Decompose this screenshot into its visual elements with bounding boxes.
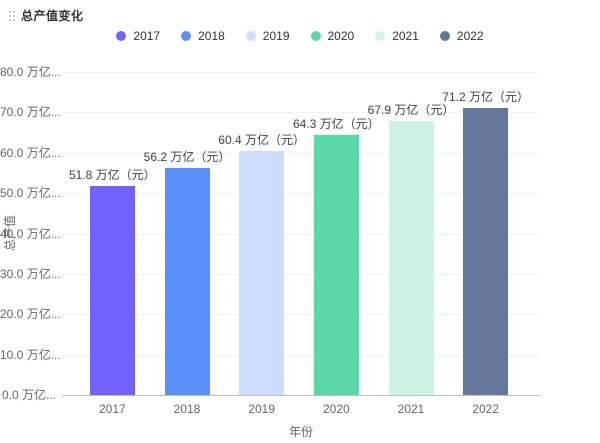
- bar-value-label: 64.3 万亿（元）: [292, 117, 380, 132]
- legend-label: 2020: [327, 29, 355, 43]
- legend-item-2019[interactable]: 2019: [245, 29, 290, 43]
- x-axis-line: [62, 395, 540, 396]
- y-axis-tick-label: 50.0 万亿...: [0, 186, 61, 201]
- card-header: 总产值变化: [9, 7, 84, 24]
- legend-label: 2019: [262, 29, 290, 43]
- legend-item-2018[interactable]: 2018: [181, 29, 225, 43]
- y-axis-tick-label: 70.0 万亿...: [0, 105, 61, 120]
- bar-value-label: 71.2 万亿（元）: [442, 89, 529, 104]
- legend-color-dot-icon: [245, 31, 256, 41]
- x-axis-tick-label: 2018: [173, 402, 201, 416]
- legend-item-2021[interactable]: 2021: [375, 29, 419, 43]
- y-axis-tick-label: 80.0 万亿...: [0, 65, 61, 79]
- x-axis-tick-label: 2022: [472, 402, 499, 416]
- bar-2018[interactable]: [164, 168, 210, 395]
- legend-label: 2017: [133, 29, 161, 43]
- gridline: [62, 354, 540, 356]
- bar-value-label: 60.4 万亿（元）: [218, 133, 305, 148]
- drag-handle-icon[interactable]: [9, 10, 15, 21]
- x-axis-title: 年份: [288, 425, 313, 439]
- bar-2019[interactable]: [239, 151, 285, 395]
- legend-color-dot-icon: [310, 31, 321, 41]
- x-axis-tick-label: 2017: [98, 402, 126, 416]
- gridline: [62, 152, 540, 154]
- y-axis-tick-label: 60.0 万亿...: [0, 145, 61, 160]
- bar-value-label: 51.8 万亿（元）: [68, 167, 156, 182]
- gridline: [62, 193, 540, 195]
- bar-2020[interactable]: [313, 135, 359, 395]
- gridline: [62, 112, 540, 114]
- legend-color-dot-icon: [375, 31, 386, 41]
- bar-2022[interactable]: [463, 107, 509, 395]
- legend-label: 2022: [456, 29, 484, 43]
- bar-value-label: 56.2 万亿（元）: [143, 150, 231, 165]
- x-axis-tick-label: 2021: [397, 402, 425, 416]
- gridline: [62, 72, 540, 73]
- bar-2021[interactable]: [388, 120, 434, 395]
- gridline: [62, 314, 540, 316]
- y-axis-tick-label: 20.0 万亿...: [0, 307, 61, 322]
- legend-item-2017[interactable]: 2017: [116, 29, 160, 43]
- chart-title: 总产值变化: [21, 9, 84, 23]
- gridline: [62, 273, 540, 275]
- x-axis-tick-label: 2020: [322, 402, 350, 416]
- chart-legend: 2017 2018 2019 2020 2021 2022: [0, 29, 600, 43]
- y-axis-tick-label: 40.0 万亿...: [0, 226, 61, 241]
- gridline: [62, 233, 540, 235]
- legend-label: 2021: [392, 29, 419, 43]
- legend-color-dot-icon: [181, 31, 192, 41]
- legend-label: 2018: [198, 29, 225, 43]
- legend-color-dot-icon: [116, 31, 127, 41]
- legend-color-dot-icon: [439, 31, 450, 41]
- bar-2017[interactable]: [89, 185, 135, 395]
- y-axis-tick-label: 0.0 万亿...: [1, 388, 56, 402]
- legend-item-2020[interactable]: 2020: [310, 29, 355, 43]
- x-axis-tick-label: 2019: [248, 402, 275, 416]
- y-axis-tick-label: 30.0 万亿...: [0, 266, 61, 281]
- y-axis-tick-label: 10.0 万亿...: [0, 347, 61, 362]
- legend-item-2022[interactable]: 2022: [439, 29, 484, 43]
- bar-value-label: 67.9 万亿（元）: [367, 102, 455, 117]
